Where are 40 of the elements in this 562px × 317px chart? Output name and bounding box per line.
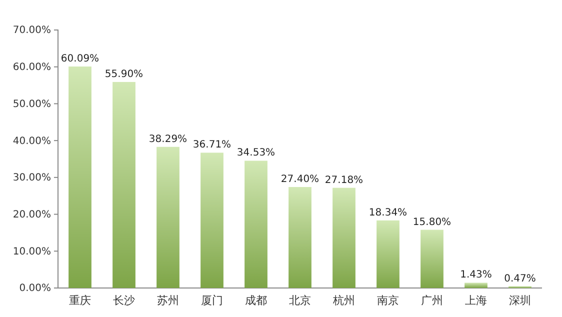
y-tick-label: 0.00% [19,283,51,294]
bar [112,82,136,288]
y-tick-label: 70.00% [12,25,51,36]
y-tick-label: 40.00% [12,136,51,147]
y-tick-label: 10.00% [12,246,51,258]
y-tick-label: 30.00% [12,172,51,184]
data-label: 60.09% [60,54,100,65]
bar [68,66,92,288]
x-tick-label: 上海 [465,294,487,307]
x-tick-label: 重庆 [69,294,91,307]
x-tick-label: 广州 [421,294,443,307]
data-label: 38.29% [148,134,188,145]
data-label: 27.40% [280,174,320,186]
x-tick-label: 南京 [377,294,399,307]
x-tick-label: 苏州 [157,294,179,307]
bar [244,160,268,288]
x-tick-label: 厦门 [201,294,223,307]
bar [156,146,180,288]
x-tick-label: 深圳 [509,294,531,307]
x-tick-label: 北京 [289,294,311,307]
data-label: 18.34% [368,207,408,218]
bar [332,188,356,288]
bar [420,230,444,288]
x-tick-label: 成都 [245,294,267,307]
x-tick-label: 长沙 [113,294,135,307]
data-label: 34.53% [236,148,276,159]
bar [464,282,488,288]
data-label: 1.43% [460,270,492,281]
data-label: 27.18% [324,174,364,186]
x-tick-label: 杭州 [332,294,355,307]
data-label: 36.71% [192,140,232,151]
data-label: 55.90% [104,68,144,80]
y-tick-label: 50.00% [12,98,51,110]
y-tick-label: 60.00% [12,62,51,74]
bar [288,187,312,288]
bar [376,220,400,288]
y-tick-label: 20.00% [12,209,51,220]
bar [200,152,224,288]
data-label: 15.80% [412,216,452,228]
data-label: 0.47% [504,273,536,284]
